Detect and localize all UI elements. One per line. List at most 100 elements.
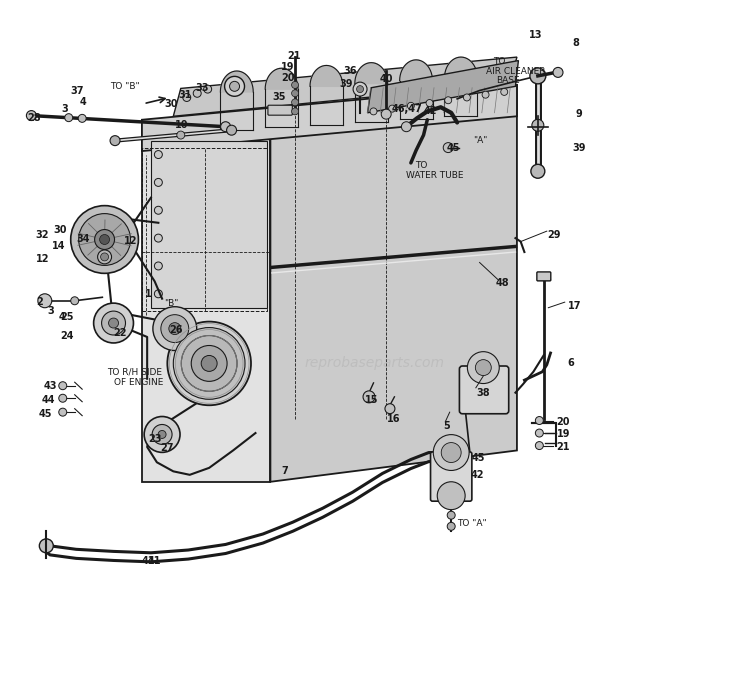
Text: 22: 22 xyxy=(113,328,127,338)
Circle shape xyxy=(58,394,67,402)
Text: TO R/H SIDE: TO R/H SIDE xyxy=(107,367,163,376)
Text: 14: 14 xyxy=(53,241,66,252)
Polygon shape xyxy=(355,63,388,84)
Circle shape xyxy=(154,290,162,298)
Circle shape xyxy=(169,323,181,335)
Circle shape xyxy=(447,500,455,508)
Text: 19: 19 xyxy=(281,62,295,72)
Circle shape xyxy=(447,522,455,531)
Circle shape xyxy=(553,67,563,78)
Text: 40: 40 xyxy=(380,74,393,85)
Circle shape xyxy=(292,82,298,88)
Circle shape xyxy=(38,294,52,308)
Circle shape xyxy=(292,99,298,106)
Circle shape xyxy=(98,250,112,264)
Text: 24: 24 xyxy=(60,331,74,340)
Text: 8: 8 xyxy=(572,38,579,48)
Circle shape xyxy=(100,253,109,261)
Text: 35: 35 xyxy=(273,92,286,103)
Polygon shape xyxy=(271,85,517,482)
Polygon shape xyxy=(151,140,267,308)
Text: 19: 19 xyxy=(556,429,570,440)
Circle shape xyxy=(94,303,134,343)
Text: 25: 25 xyxy=(60,312,74,322)
Circle shape xyxy=(70,206,139,273)
Text: 27: 27 xyxy=(160,443,173,454)
Text: 6: 6 xyxy=(568,359,574,368)
Text: 20: 20 xyxy=(281,73,295,83)
Text: TO "A": TO "A" xyxy=(458,519,487,528)
Circle shape xyxy=(110,136,120,145)
Circle shape xyxy=(153,307,197,350)
Circle shape xyxy=(292,108,298,115)
Text: TO: TO xyxy=(415,161,427,170)
Circle shape xyxy=(58,382,67,389)
Text: "A": "A" xyxy=(473,136,488,145)
Text: 43: 43 xyxy=(44,381,57,391)
Polygon shape xyxy=(310,66,343,87)
Polygon shape xyxy=(266,69,298,89)
Circle shape xyxy=(154,206,162,214)
Text: 3: 3 xyxy=(48,305,55,315)
Circle shape xyxy=(443,143,453,152)
Text: 23: 23 xyxy=(148,433,162,444)
Circle shape xyxy=(191,345,227,382)
Text: 46,47: 46,47 xyxy=(392,103,422,114)
Polygon shape xyxy=(142,120,271,482)
Circle shape xyxy=(370,108,377,115)
Text: 15: 15 xyxy=(365,396,379,405)
Circle shape xyxy=(154,262,162,270)
Text: 3: 3 xyxy=(62,104,68,115)
Text: 4: 4 xyxy=(80,96,87,107)
Text: 41: 41 xyxy=(142,556,155,566)
Polygon shape xyxy=(220,71,254,92)
Text: "B": "B" xyxy=(164,299,178,308)
Circle shape xyxy=(353,82,367,96)
Circle shape xyxy=(230,81,239,92)
Circle shape xyxy=(536,442,543,449)
Circle shape xyxy=(94,229,115,250)
Text: reprobaseparts.com: reprobaseparts.com xyxy=(305,356,445,370)
Circle shape xyxy=(467,352,500,384)
Text: 33: 33 xyxy=(196,82,209,93)
Text: 4: 4 xyxy=(58,312,65,322)
Circle shape xyxy=(226,125,236,135)
Circle shape xyxy=(109,318,118,328)
Text: 45: 45 xyxy=(39,408,53,419)
Circle shape xyxy=(531,164,544,178)
FancyBboxPatch shape xyxy=(537,272,550,281)
Circle shape xyxy=(101,311,125,335)
Text: 21: 21 xyxy=(287,51,301,61)
Circle shape xyxy=(64,114,73,122)
Text: WATER TUBE: WATER TUBE xyxy=(406,171,463,180)
Text: OF ENGINE: OF ENGINE xyxy=(113,378,163,387)
Circle shape xyxy=(447,511,455,519)
Circle shape xyxy=(356,85,364,92)
Circle shape xyxy=(437,482,465,510)
Circle shape xyxy=(363,391,375,403)
Circle shape xyxy=(78,115,86,122)
Circle shape xyxy=(58,408,67,416)
Circle shape xyxy=(401,122,411,131)
Text: 26: 26 xyxy=(169,325,182,335)
Circle shape xyxy=(501,88,508,95)
Text: 41: 41 xyxy=(148,556,161,566)
Circle shape xyxy=(183,94,190,101)
Circle shape xyxy=(194,89,201,97)
Text: TO: TO xyxy=(493,57,506,66)
FancyBboxPatch shape xyxy=(460,366,509,414)
Text: 39: 39 xyxy=(339,78,352,89)
Circle shape xyxy=(388,105,396,112)
Text: 38: 38 xyxy=(476,388,490,398)
Text: 48: 48 xyxy=(496,278,510,288)
Polygon shape xyxy=(368,61,518,113)
Circle shape xyxy=(144,417,180,452)
Circle shape xyxy=(26,110,36,120)
Text: 12: 12 xyxy=(124,236,137,246)
Circle shape xyxy=(39,539,53,553)
Circle shape xyxy=(433,435,469,470)
Text: 42: 42 xyxy=(470,470,484,480)
Circle shape xyxy=(79,214,130,266)
Polygon shape xyxy=(445,57,477,78)
Text: 34: 34 xyxy=(76,234,90,245)
